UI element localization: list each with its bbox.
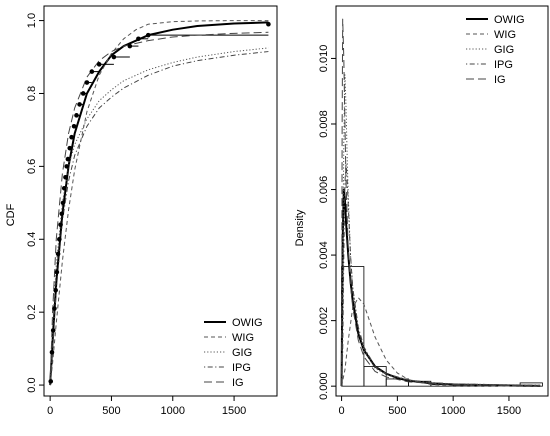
ecdf-point — [53, 287, 58, 293]
cdf-y-tick-label: 0.4 — [26, 232, 38, 247]
density-axes: 0 500 1000 1500 0.000 0.002 0.004 0.006 0.008 0.0… — [318, 5, 549, 417]
density-x-tick-label: 0 — [339, 405, 345, 417]
density-y-tick-label: 0.006 — [318, 176, 330, 204]
ecdf-point — [127, 43, 133, 49]
legend-label-ig: IG — [232, 377, 244, 389]
density-panel: 0 500 1000 1500 0.000 0.002 0.004 0.006 0.008 0.0… — [294, 5, 549, 417]
ecdf-point — [136, 36, 141, 42]
density-y-tick-label: 0.010 — [318, 45, 330, 73]
cdf-series-ipg — [49, 51, 269, 386]
ecdf-point — [64, 164, 69, 169]
density-plot-frame — [335, 5, 549, 397]
ecdf-point — [49, 349, 55, 355]
ecdf-point — [74, 113, 79, 118]
density-y-tick-label: 0.002 — [318, 307, 330, 335]
density-series-ipg — [341, 162, 541, 387]
density-x-tick-label: 1000 — [441, 405, 465, 417]
ecdf-point — [89, 69, 95, 74]
cdf-y-tick-label: 0.2 — [26, 305, 38, 320]
ecdf-point — [61, 185, 67, 191]
cdf-series-ig — [49, 31, 269, 386]
ecdf-point — [67, 145, 73, 151]
cdf-axes: 0 500 1000 1500 0.0 0.2 0.4 0.6 0.8 1.0 — [26, 5, 278, 417]
legend-label-wig: WIG — [494, 29, 516, 41]
density-y-axis-label: Density — [294, 209, 306, 246]
cdf-y-axis-label: CDF — [5, 203, 17, 226]
cdf-legend: OWIG WIG GIG IPG IG — [204, 317, 263, 389]
ecdf-point — [52, 306, 57, 311]
ecdf-point — [145, 32, 151, 38]
ecdf-point — [65, 156, 71, 162]
legend-label-ig: IG — [494, 74, 506, 86]
density-legend: OWIG WIG GIG IPG IG — [466, 14, 525, 86]
legend-label-gig: GIG — [232, 347, 252, 359]
cdf-x-tick-label: 1500 — [222, 405, 246, 417]
cdf-series-group — [49, 20, 269, 386]
density-y-tick-label: 0.000 — [318, 372, 330, 400]
ecdf-point — [69, 134, 74, 140]
cdf-series-owig — [49, 21, 269, 386]
ecdf-point — [80, 91, 86, 96]
density-series-group — [340, 18, 541, 387]
cdf-empirical-points — [48, 21, 271, 384]
legend-label-owig: OWIG — [232, 317, 263, 329]
density-x-tick-label: 500 — [388, 405, 406, 417]
cdf-y-tick-label: 1.0 — [26, 13, 38, 28]
ecdf-point — [71, 123, 77, 129]
cdf-series-gig — [49, 47, 269, 386]
cdf-y-tick-label: 0.6 — [26, 159, 38, 174]
cdf-series-wig — [49, 20, 269, 386]
cdf-x-tick-label: 0 — [47, 405, 53, 417]
density-y-tick-label: 0.008 — [318, 110, 330, 138]
legend-label-ipg: IPG — [494, 59, 513, 71]
cdf-x-tick-label: 1000 — [161, 405, 185, 417]
cdf-y-tick-label: 0.0 — [26, 377, 38, 392]
cdf-y-tick-label: 0.8 — [26, 86, 38, 101]
histogram-bar — [363, 366, 387, 387]
density-y-tick-label: 0.004 — [318, 241, 330, 269]
ecdf-point — [55, 251, 61, 257]
ecdf-point — [48, 379, 54, 384]
density-series-ig — [341, 18, 541, 387]
ecdf-point — [59, 211, 65, 217]
ecdf-point — [63, 175, 68, 180]
density-series-owig — [340, 188, 541, 387]
ecdf-point — [77, 102, 82, 107]
legend-label-wig: WIG — [232, 332, 254, 344]
ecdf-point — [58, 222, 63, 227]
ecdf-point — [60, 200, 66, 206]
ecdf-point — [96, 62, 102, 67]
ecdf-point — [50, 328, 56, 333]
cdf-panel: 0 500 1000 1500 0.0 0.2 0.4 0.6 0.8 1.0 CDF OWIG W… — [5, 5, 278, 417]
density-x-tick-label: 1500 — [497, 405, 521, 417]
density-series-gig — [341, 74, 541, 387]
legend-label-owig: OWIG — [494, 14, 525, 26]
legend-label-ipg: IPG — [232, 362, 251, 374]
cdf-x-tick-label: 500 — [102, 405, 120, 417]
ecdf-point — [84, 80, 90, 85]
density-series-wig — [341, 297, 541, 387]
ecdf-point — [111, 54, 117, 60]
ecdf-point — [57, 236, 62, 242]
ecdf-point — [266, 21, 271, 27]
ecdf-point — [54, 269, 60, 275]
legend-label-gig: GIG — [494, 44, 514, 56]
